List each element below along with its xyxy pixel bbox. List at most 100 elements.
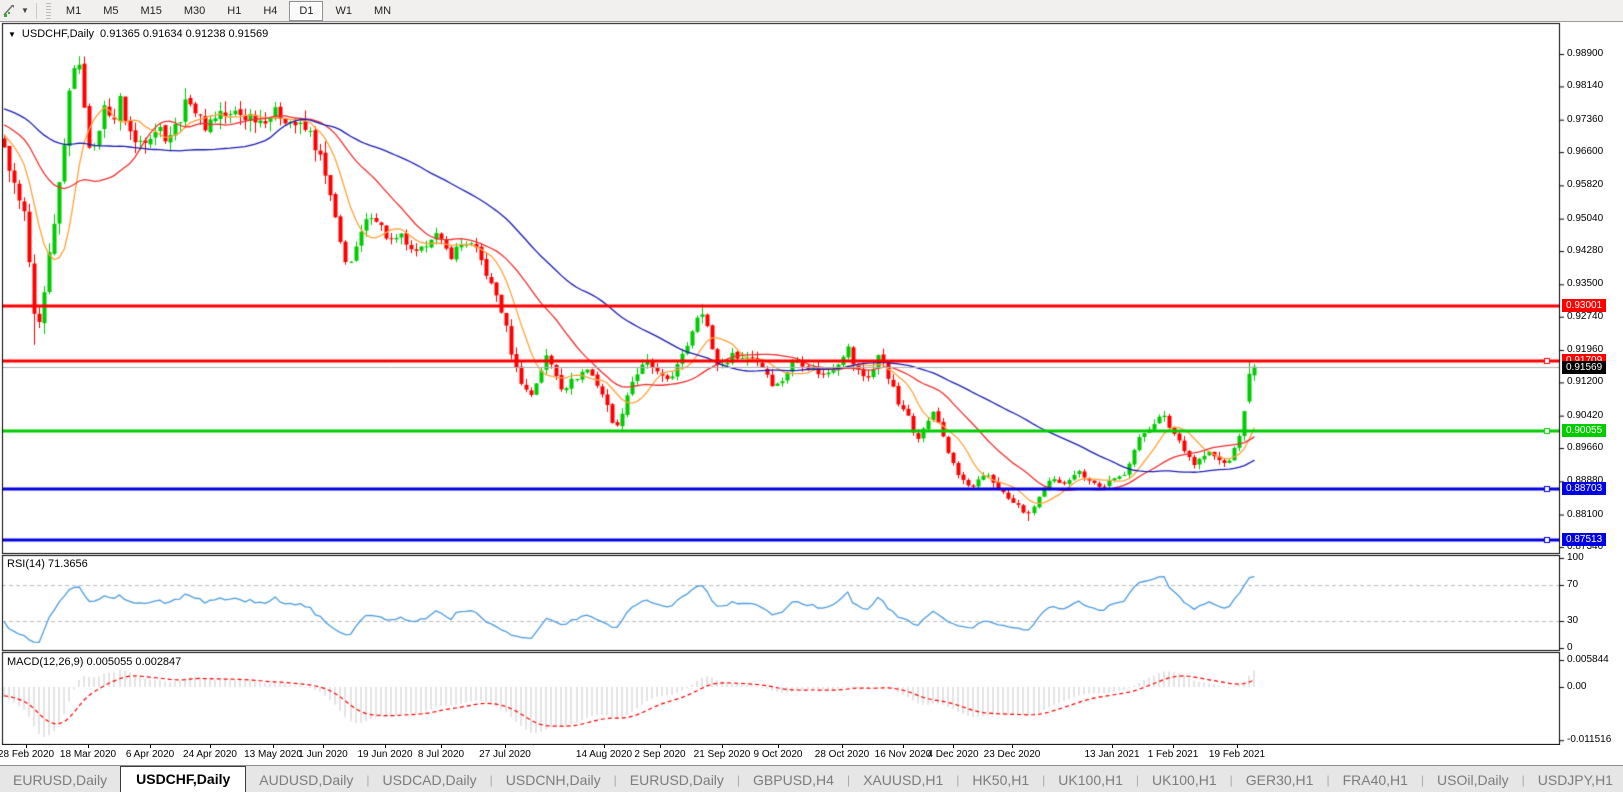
tab-separator: |	[1042, 773, 1046, 787]
chart-tab-usdchf-daily[interactable]: USDCHF,Daily	[120, 766, 247, 792]
price-axis-label: 0.90420	[1567, 410, 1604, 421]
timeframe-button-h4[interactable]: H4	[263, 4, 278, 17]
chart-tab-gbpusd-h4[interactable]: GBPUSD,H4	[753, 772, 834, 788]
chart-tab-uk100-h1[interactable]: UK100,H1	[1152, 772, 1217, 788]
timeframe-button-w1[interactable]: W1	[335, 4, 352, 17]
timeframe-button-m5[interactable]: M5	[103, 4, 119, 17]
timeframe-button-d1[interactable]: D1	[289, 0, 324, 21]
timeframe-button-m15[interactable]: M15	[140, 4, 162, 17]
date-axis-tick	[842, 745, 843, 748]
cursor-tool-button[interactable]: ▼	[0, 0, 33, 21]
macd-axis-label: 0.00	[1567, 681, 1587, 692]
price-axis-label: 0.96600	[1567, 146, 1604, 157]
date-axis-label: 19 Jun 2020	[357, 749, 413, 760]
rsi-axis-label: 70	[1567, 579, 1579, 590]
sr-price-badge[interactable]: 0.88703	[1562, 482, 1607, 495]
chart-tab-usdcnh-daily[interactable]: USDCNH,Daily	[505, 772, 601, 788]
date-axis-label: 27 Jul 2020	[479, 749, 531, 760]
tab-separator: |	[613, 773, 617, 787]
date-axis-tick	[660, 745, 661, 748]
tab-separator: |	[1420, 773, 1425, 787]
date-axis-label: 18 Mar 2020	[59, 749, 117, 760]
date-axis-label: 28 Feb 2020	[0, 749, 55, 760]
toolbar-separator	[35, 2, 37, 19]
price-axis-label: 0.98900	[1567, 48, 1604, 59]
price-axis-label: 0.88880	[1567, 475, 1604, 486]
tab-separator: |	[1521, 773, 1525, 787]
date-axis-tick	[441, 745, 442, 748]
chart-tab-usdjpy-h1[interactable]: USDJPY,H1	[1537, 772, 1613, 788]
price-axis-label: 0.95820	[1567, 179, 1604, 190]
date-axis-label: 13 May 2020	[244, 749, 302, 760]
chart-tab-eurusd-daily[interactable]: EURUSD,Daily	[629, 772, 724, 788]
chart-tab-hk50-h1[interactable]: HK50,H1	[972, 772, 1030, 788]
rsi-indicator-label: RSI(14) 71.3656	[7, 558, 88, 570]
date-axis-tick	[385, 745, 386, 748]
date-axis-label: 21 Sep 2020	[693, 749, 751, 760]
crosshair-cursor-icon	[3, 4, 14, 17]
date-axis-tick	[505, 745, 506, 748]
price-axis-label: 0.92740	[1567, 311, 1604, 322]
timeframe-buttons: M1 M5 M15 M30 H1 H4 D1 W1 MN	[55, 0, 402, 21]
rsi-axis-label: 0	[1567, 642, 1573, 653]
macd-axis-label: -0.011516	[1567, 734, 1612, 745]
sr-price-badge[interactable]: 0.93001	[1562, 299, 1607, 312]
date-axis-label: 19 Feb 2021	[1208, 749, 1266, 760]
date-axis-label: 4 Dec 2020	[927, 749, 979, 760]
price-axis-label: 0.98140	[1567, 80, 1604, 91]
date-axis-label: 24 Apr 2020	[183, 749, 237, 760]
date-axis-tick	[1112, 745, 1113, 748]
chart-tab-ger30-h1[interactable]: GER30,H1	[1245, 772, 1314, 788]
toolbar-grip[interactable]	[45, 2, 51, 19]
tab-separator: |	[366, 773, 370, 787]
chart-tab-uk100-h1[interactable]: UK100,H1	[1058, 772, 1123, 788]
date-axis-tick	[903, 745, 904, 748]
date-axis-label: 2 Sep 2020	[634, 749, 686, 760]
timeframe-button-mn[interactable]: MN	[373, 4, 392, 17]
date-axis-tick	[88, 745, 89, 748]
tool-dropdown-caret[interactable]: ▼	[21, 6, 29, 15]
date-axis-tick	[1237, 745, 1238, 748]
date-axis-label: 14 Aug 2020	[575, 749, 633, 760]
macd-axis-label: 0.005844	[1567, 654, 1609, 665]
date-axis-tick	[604, 745, 605, 748]
date-axis-tick	[778, 745, 779, 748]
sr-price-badge[interactable]: 0.87513	[1562, 533, 1607, 546]
chart-tab-xauusd-h1[interactable]: XAUUSD,H1	[863, 772, 944, 788]
sr-price-badge[interactable]: 0.90055	[1562, 424, 1607, 437]
timeframe-button-h1[interactable]: H1	[227, 4, 242, 17]
price-chart-canvas[interactable]	[0, 22, 1623, 745]
date-axis-tick	[1173, 745, 1174, 748]
chart-title: ▼ USDCHF,Daily 0.91365 0.91634 0.91238 0…	[8, 28, 268, 40]
price-axis-label: 0.91200	[1567, 376, 1604, 387]
chart-tab-audusd-daily[interactable]: AUDUSD,Daily	[259, 772, 354, 788]
price-axis-label: 0.97360	[1567, 114, 1604, 125]
date-axis-tick	[210, 745, 211, 748]
date-axis-tick	[273, 745, 274, 748]
timeframe-button-m1[interactable]: M1	[65, 4, 82, 17]
tab-separator: |	[736, 773, 741, 787]
chart-collapse-caret[interactable]: ▼	[8, 29, 16, 39]
date-axis-label: 8 Jul 2020	[417, 749, 465, 760]
price-axis-label: 0.95040	[1567, 213, 1604, 224]
chart-tab-eurusd-daily[interactable]: EURUSD,Daily	[13, 772, 108, 788]
chart-tab-fra40-h1[interactable]: FRA40,H1	[1342, 772, 1408, 788]
date-axis-tick	[26, 745, 27, 748]
date-axis-label: 16 Nov 2020	[874, 749, 932, 760]
chart-tab-usdcad-daily[interactable]: USDCAD,Daily	[382, 772, 477, 788]
timeframe-button-m30[interactable]: M30	[183, 4, 206, 17]
date-axis: 28 Feb 2020 18 Mar 2020 6 Apr 2020 24 Apr 2…	[0, 745, 1623, 765]
price-axis-label: 0.89660	[1567, 442, 1604, 453]
chart-ohlc-values: 0.91365 0.91634 0.91238 0.91569	[100, 28, 269, 40]
tab-separator: |	[1135, 773, 1140, 787]
chart-symbol-label: USDCHF,Daily	[21, 28, 95, 40]
price-axis-label: 0.87340	[1567, 541, 1604, 552]
price-axis-label: 0.88100	[1567, 509, 1604, 520]
date-axis-label: 23 Dec 2020	[983, 749, 1041, 760]
date-axis-label: 28 Oct 2020	[814, 749, 870, 760]
tab-separator: |	[956, 773, 960, 787]
macd-indicator-label: MACD(12,26,9) 0.005055 0.002847	[7, 656, 182, 668]
chart-tab-usoil-daily[interactable]: USOil,Daily	[1437, 772, 1509, 788]
price-axis-label: 0.94280	[1567, 245, 1604, 256]
